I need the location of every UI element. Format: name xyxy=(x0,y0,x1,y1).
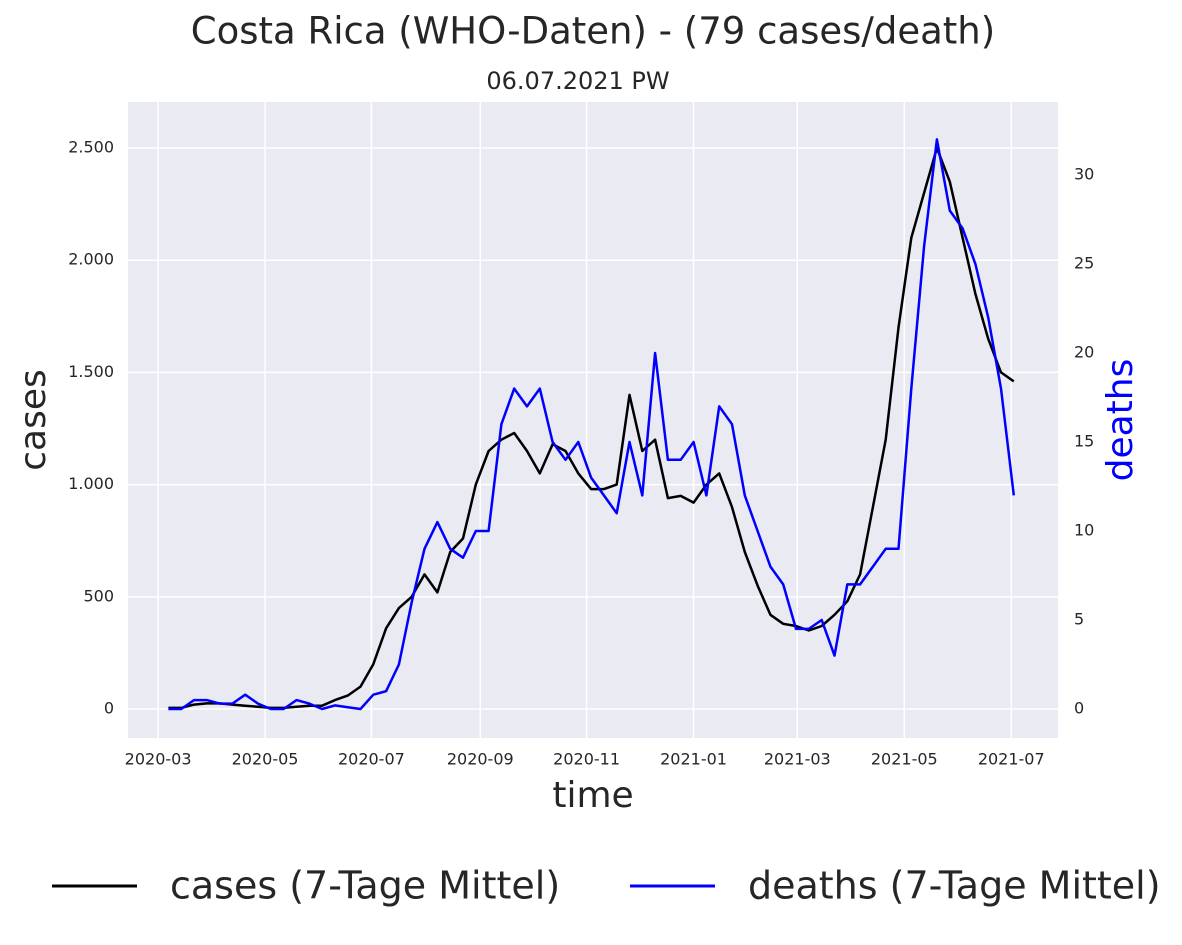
x-tick-label: 2020-07 xyxy=(338,750,405,769)
x-tick-label: 2021-03 xyxy=(764,750,831,769)
chart-subtitle: 06.07.2021 PW xyxy=(486,67,669,95)
y2-axis-label: deaths xyxy=(1100,359,1141,482)
x-tick-label: 2021-07 xyxy=(978,750,1045,769)
plot-area xyxy=(128,102,1058,738)
y2-tick-label: 25 xyxy=(1074,253,1094,272)
y2-tick-label: 30 xyxy=(1074,164,1094,183)
y-tick-label: 0 xyxy=(104,699,114,718)
chart-title: Costa Rica (WHO-Daten) - (79 cases/death… xyxy=(191,10,995,53)
legend-label: deaths (7-Tage Mittel) xyxy=(748,864,1161,908)
data-line xyxy=(168,146,1015,710)
y2-tick-label: 20 xyxy=(1074,342,1094,361)
y2-tick-label: 0 xyxy=(1074,698,1084,717)
y2-tick-label: 5 xyxy=(1074,609,1084,628)
x-axis-label: time xyxy=(552,775,633,816)
x-tick-label: 2021-01 xyxy=(660,750,727,769)
x-tick-label: 2020-11 xyxy=(553,750,620,769)
x-tick-label: 2020-03 xyxy=(125,750,192,769)
x-tick-label: 2020-09 xyxy=(447,750,514,769)
y-axis-label: cases xyxy=(13,369,54,471)
y-tick-label: 500 xyxy=(83,586,114,605)
data-line xyxy=(168,138,1016,711)
y-tick-label: 2.500 xyxy=(68,138,114,157)
x-tick-label: 2021-05 xyxy=(871,750,938,769)
x-tick-label: 2020-05 xyxy=(232,750,299,769)
y2-tick-label: 15 xyxy=(1074,431,1094,450)
y-tick-label: 1.500 xyxy=(68,362,114,381)
y-tick-label: 2.000 xyxy=(68,250,114,269)
y2-tick-label: 10 xyxy=(1074,520,1094,539)
y-tick-label: 1.000 xyxy=(68,474,114,493)
legend-label: cases (7-Tage Mittel) xyxy=(170,864,560,908)
